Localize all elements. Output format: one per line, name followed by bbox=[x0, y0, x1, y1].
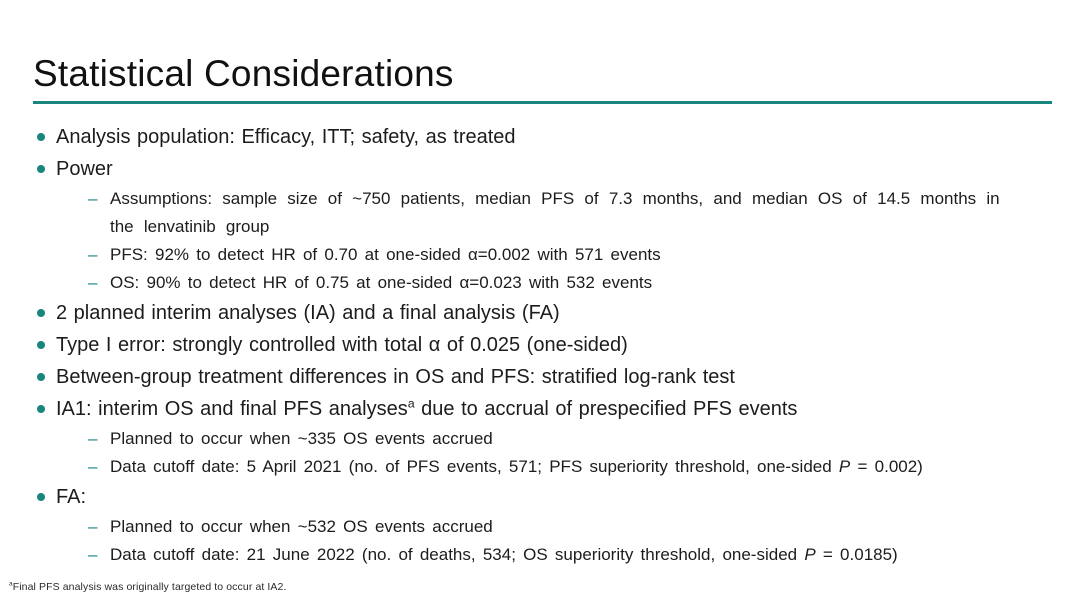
bullet-dot-icon bbox=[37, 373, 45, 381]
bullet-dash-icon: – bbox=[88, 189, 98, 208]
bullet-dot-icon bbox=[37, 133, 45, 141]
bullet-text: Planned to occur when ~532 OS events acc… bbox=[110, 517, 493, 536]
bullet-text: OS: 90% to detect HR of 0.75 at one-side… bbox=[110, 273, 653, 292]
bullet-item: Analysis population: Efficacy, ITT; safe… bbox=[33, 121, 1052, 153]
bullet-text: Assumptions: sample size of ~750 patient… bbox=[110, 189, 1000, 236]
slide-title: Statistical Considerations bbox=[33, 53, 454, 94]
bullet-text: 2 planned interim analyses (IA) and a fi… bbox=[56, 302, 560, 324]
bullet-item: FA: bbox=[33, 481, 1052, 513]
bullet-text: Data cutoff date: 5 April 2021 (no. of P… bbox=[110, 457, 923, 476]
title-underline bbox=[33, 101, 1052, 104]
bullet-dash-icon: – bbox=[88, 273, 98, 292]
footnote: aFinal PFS analysis was originally targe… bbox=[9, 580, 287, 593]
bullet-item: Power bbox=[33, 153, 1052, 185]
bullet-dot-icon bbox=[37, 493, 45, 501]
bullet-dot-icon bbox=[37, 341, 45, 349]
bullet-item: – OS: 90% to detect HR of 0.75 at one-sid… bbox=[33, 269, 1052, 297]
bullet-text: Power bbox=[56, 158, 113, 180]
bullet-item: – Data cutoff date: 5 April 2021 (no. of … bbox=[33, 453, 1052, 481]
bullet-text: Data cutoff date: 21 June 2022 (no. of d… bbox=[110, 545, 898, 564]
bullet-item: – Planned to occur when ~532 OS events ac… bbox=[33, 513, 1052, 541]
bullet-dash-icon: – bbox=[88, 429, 98, 448]
bullet-dot-icon bbox=[37, 165, 45, 173]
bullet-text: Planned to occur when ~335 OS events acc… bbox=[110, 429, 493, 448]
bullet-item: Between-group treatment differences in O… bbox=[33, 361, 1052, 393]
bullet-text: Analysis population: Efficacy, ITT; safe… bbox=[56, 126, 516, 148]
bullet-item: – Data cutoff date: 21 June 2022 (no. of … bbox=[33, 541, 1052, 569]
bullet-dash-icon: – bbox=[88, 245, 98, 264]
bullet-text: FA: bbox=[56, 486, 87, 508]
bullet-dot-icon bbox=[37, 405, 45, 413]
bullet-text: Between-group treatment differences in O… bbox=[56, 366, 735, 388]
bullet-item: – PFS: 92% to detect HR of 0.70 at one-si… bbox=[33, 241, 1052, 269]
bullet-item: 2 planned interim analyses (IA) and a fi… bbox=[33, 297, 1052, 329]
bullet-item: IA1: interim OS and final PFS analysesa … bbox=[33, 393, 1052, 425]
bullet-item: – Assumptions: sample size of ~750 patien… bbox=[33, 185, 1052, 241]
bullet-dash-icon: – bbox=[88, 457, 98, 476]
bullet-list: Analysis population: Efficacy, ITT; safe… bbox=[33, 121, 1052, 569]
bullet-item: – Planned to occur when ~335 OS events ac… bbox=[33, 425, 1052, 453]
bullet-text: IA1: interim OS and final PFS analysesa … bbox=[56, 396, 798, 420]
bullet-item: Type I error: strongly controlled with t… bbox=[33, 329, 1052, 361]
bullet-text: Type I error: strongly controlled with t… bbox=[56, 334, 628, 356]
bullet-dash-icon: – bbox=[88, 517, 98, 536]
bullet-text: PFS: 92% to detect HR of 0.70 at one-sid… bbox=[110, 245, 661, 264]
bullet-dot-icon bbox=[37, 309, 45, 317]
bullet-dash-icon: – bbox=[88, 545, 98, 564]
